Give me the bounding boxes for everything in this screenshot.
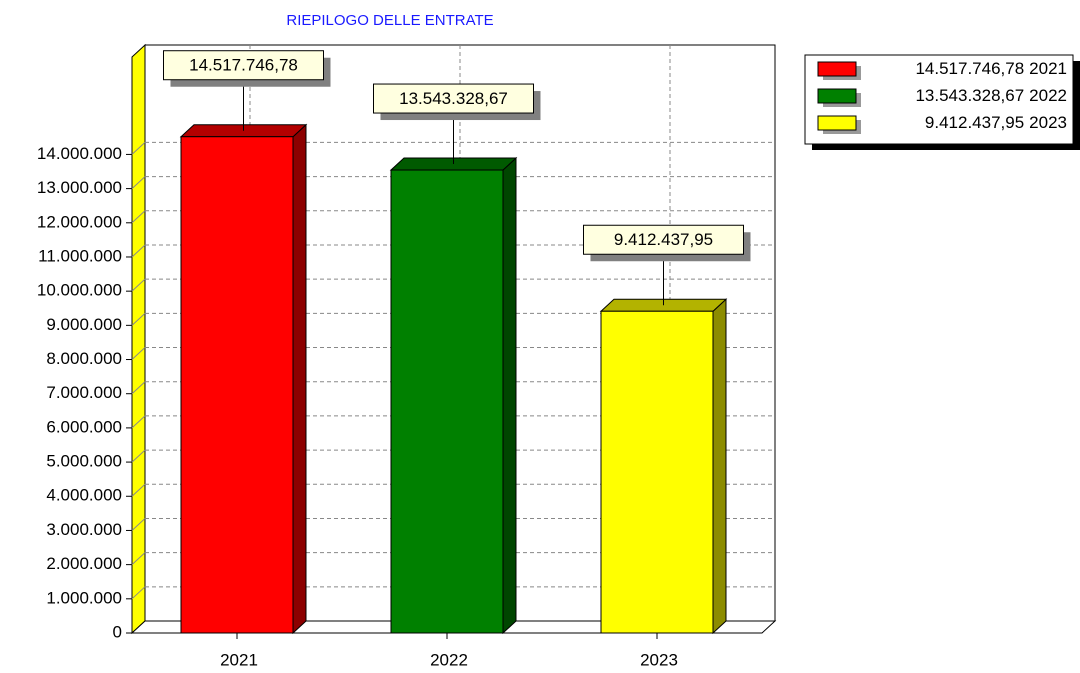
grid-line-side bbox=[131, 552, 146, 565]
legend-category: 2021 bbox=[1029, 59, 1067, 78]
y-tick-label: 13.000.000 bbox=[37, 178, 122, 197]
value-label: 14.517.746,78 bbox=[189, 56, 298, 75]
grid-line-side bbox=[131, 176, 146, 189]
grid-line-side bbox=[131, 347, 146, 360]
bar-side bbox=[292, 123, 307, 635]
y-tick-label: 10.000.000 bbox=[37, 281, 122, 300]
grid-line-side bbox=[131, 586, 146, 600]
y-tick-label: 2.000.000 bbox=[46, 554, 122, 573]
label-box bbox=[163, 50, 324, 81]
y-tick-label: 14.000.000 bbox=[37, 144, 122, 163]
value-label: 13.543.328,67 bbox=[399, 89, 508, 108]
legend-value: 9.412.437,95 bbox=[925, 113, 1024, 132]
y-tick-label: 11.000.000 bbox=[38, 246, 122, 265]
grid-line-side bbox=[131, 381, 146, 395]
y-tick-label: 9.000.000 bbox=[46, 315, 122, 334]
x-tick-label: 2023 bbox=[640, 650, 678, 669]
legend-swatch bbox=[817, 88, 857, 104]
y-tick-label: 5.000.000 bbox=[46, 452, 122, 471]
bar bbox=[390, 169, 504, 634]
legend-category: 2023 bbox=[1029, 113, 1067, 132]
grid-line-side bbox=[131, 483, 146, 497]
legend-swatch bbox=[817, 61, 857, 77]
grid-line-side bbox=[131, 312, 146, 326]
grid-line-side bbox=[131, 449, 146, 463]
x-tick-label: 2021 bbox=[220, 650, 258, 669]
grid-line-side bbox=[131, 415, 146, 429]
grid-line-side bbox=[131, 278, 146, 292]
label-box bbox=[373, 83, 534, 114]
y-tick-label: 4.000.000 bbox=[46, 486, 122, 505]
legend-label: 14.517.746,78 2021 bbox=[915, 59, 1067, 78]
bar bbox=[180, 136, 294, 634]
bar-side bbox=[502, 156, 517, 635]
label-box bbox=[583, 224, 744, 255]
grid-line-side bbox=[131, 142, 146, 155]
value-label: 9.412.437,95 bbox=[614, 230, 713, 249]
legend-swatch bbox=[817, 115, 857, 131]
legend-value: 13.543.328,67 bbox=[915, 86, 1024, 105]
left-wall bbox=[131, 43, 146, 635]
legend-category: 2022 bbox=[1029, 86, 1067, 105]
y-tick-label: 8.000.000 bbox=[46, 349, 122, 368]
legend-value: 14.517.746,78 bbox=[915, 59, 1024, 78]
y-tick-label: 0 bbox=[113, 622, 122, 641]
legend-label: 13.543.328,67 2022 bbox=[915, 86, 1067, 105]
bar-side bbox=[712, 298, 727, 635]
bar bbox=[600, 310, 714, 634]
grid-line-side bbox=[131, 244, 146, 258]
y-tick-label: 7.000.000 bbox=[46, 383, 122, 402]
legend-label: 9.412.437,95 2023 bbox=[925, 113, 1067, 132]
y-tick-label: 12.000.000 bbox=[37, 212, 122, 231]
grid-line-side bbox=[131, 518, 146, 531]
y-tick-label: 1.000.000 bbox=[46, 588, 122, 607]
y-tick-label: 3.000.000 bbox=[46, 520, 122, 539]
y-tick-label: 6.000.000 bbox=[46, 417, 122, 436]
chart-title: RIEPILOGO DELLE ENTRATE bbox=[286, 12, 493, 29]
grid-line-side bbox=[131, 210, 146, 224]
x-tick-label: 2022 bbox=[430, 650, 468, 669]
